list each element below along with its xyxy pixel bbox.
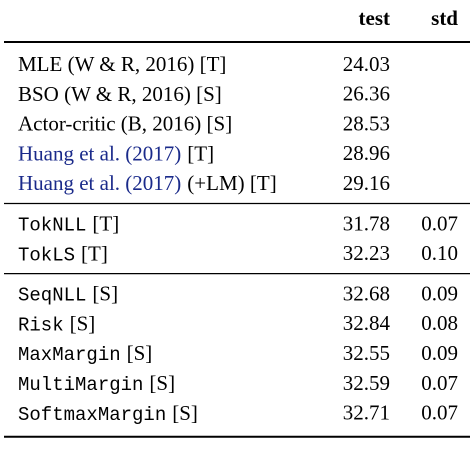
name-part: [S] — [127, 341, 153, 365]
std-value: 0.09 — [421, 341, 458, 365]
name-part: [S] — [172, 401, 198, 425]
std-value: 0.07 — [421, 211, 458, 235]
name-part: (+LM) [T] — [187, 171, 276, 195]
name-part: [T] — [187, 141, 214, 165]
test-score: 32.23 — [343, 241, 390, 265]
method-name: Huang et al. (2017) (+LM) [T] — [18, 171, 277, 195]
column-header: std — [431, 6, 458, 30]
test-score: 32.68 — [343, 281, 390, 305]
name-part: [T] — [81, 241, 108, 265]
method-name: MaxMargin [S] — [18, 341, 152, 366]
name-part: TokNLL — [18, 215, 86, 237]
name-part: [T] — [92, 211, 119, 235]
name-part: Huang et al. (2017) — [18, 171, 181, 195]
name-part: TokLS — [18, 244, 75, 266]
column-header: test — [359, 6, 390, 30]
method-name: MLE (W & R, 2016) [T] — [18, 52, 226, 76]
test-score: 31.78 — [343, 211, 390, 235]
test-score: 28.53 — [343, 111, 390, 135]
test-score: 32.84 — [343, 311, 391, 335]
name-part: Actor-critic (B, 2016) [S] — [18, 111, 232, 135]
name-part: MLE (W & R, 2016) [T] — [18, 52, 226, 76]
test-score: 32.71 — [343, 401, 390, 425]
name-part: [S] — [92, 281, 118, 305]
std-value: 0.09 — [421, 281, 458, 305]
name-part: Huang et al. (2017) — [18, 141, 181, 165]
method-name: TokNLL [T] — [18, 211, 119, 236]
name-part: Risk — [18, 314, 64, 336]
test-score: 26.36 — [343, 82, 390, 106]
test-score: 24.03 — [343, 52, 390, 76]
std-value: 0.10 — [421, 241, 458, 265]
test-score: 32.55 — [343, 341, 390, 365]
method-name: BSO (W & R, 2016) [S] — [18, 82, 222, 106]
method-name: Actor-critic (B, 2016) [S] — [18, 111, 232, 135]
name-part: [S] — [70, 311, 96, 335]
std-value: 0.07 — [421, 371, 458, 395]
method-name: SoftmaxMargin [S] — [18, 401, 198, 426]
name-part: MaxMargin — [18, 344, 121, 366]
method-name: Risk [S] — [18, 311, 95, 336]
name-part: MultiMargin — [18, 374, 143, 396]
method-name: Huang et al. (2017) [T] — [18, 141, 214, 165]
name-part: SeqNLL — [18, 285, 86, 307]
name-part: SoftmaxMargin — [18, 404, 166, 426]
name-part: [S] — [149, 371, 175, 395]
method-name: SeqNLL [S] — [18, 281, 118, 306]
test-score: 32.59 — [343, 371, 390, 395]
test-score: 28.96 — [343, 141, 390, 165]
std-value: 0.08 — [421, 311, 458, 335]
name-part: BSO (W & R, 2016) [S] — [18, 82, 222, 106]
method-name: TokLS [T] — [18, 241, 108, 266]
std-value: 0.07 — [421, 401, 458, 425]
test-score: 29.16 — [343, 171, 390, 195]
method-name: MultiMargin [S] — [18, 371, 175, 396]
